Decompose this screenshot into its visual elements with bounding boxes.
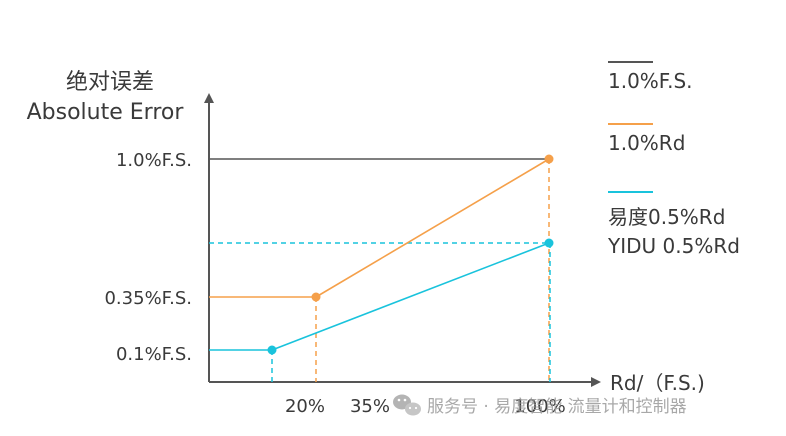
series-2-segment-2 bbox=[271, 242, 550, 351]
x-axis-label: Rd/（F.S.) bbox=[610, 371, 705, 395]
legend: 1.0%F.S. 1.0%Rd 易度0.5%Rd YIDU 0.5%Rd bbox=[607, 61, 740, 258]
series-2-point-0 bbox=[267, 345, 277, 355]
y-tick-label-1-0: 1.0%F.S. bbox=[116, 150, 192, 171]
x-tick-label-100: 100% bbox=[514, 396, 565, 417]
y-tick-label-0-1: 0.1%F.S. bbox=[116, 344, 192, 365]
watermark-text: 服务号 · 易度智能 流量计和控制器 bbox=[427, 397, 687, 417]
x-tick-label-20: 20% bbox=[285, 396, 325, 417]
wechat-icon bbox=[393, 394, 421, 416]
y-tick-label-0-35: 0.35%F.S. bbox=[104, 288, 192, 309]
series-lines bbox=[209, 158, 550, 351]
legend-label-yidu-cn: 易度0.5%Rd bbox=[608, 205, 725, 229]
legend-label-rd: 1.0%Rd bbox=[608, 131, 685, 155]
series-1-point-0 bbox=[311, 292, 321, 302]
guide-lines bbox=[209, 159, 551, 382]
y-axis-label-en: Absolute Error bbox=[27, 100, 185, 125]
legend-label-fs: 1.0%F.S. bbox=[608, 69, 693, 93]
y-axis-label-cn: 绝对误差 bbox=[66, 70, 154, 95]
legend-label-yidu-en: YIDU 0.5%Rd bbox=[607, 234, 740, 258]
x-tick-label-35: 35% bbox=[350, 396, 390, 417]
series-2-point-1 bbox=[544, 238, 554, 248]
series-markers bbox=[267, 154, 554, 355]
watermark: 服务号 · 易度智能 流量计和控制器 bbox=[393, 394, 687, 417]
series-1-segment-2 bbox=[315, 158, 550, 298]
series-1-point-1 bbox=[544, 154, 554, 164]
